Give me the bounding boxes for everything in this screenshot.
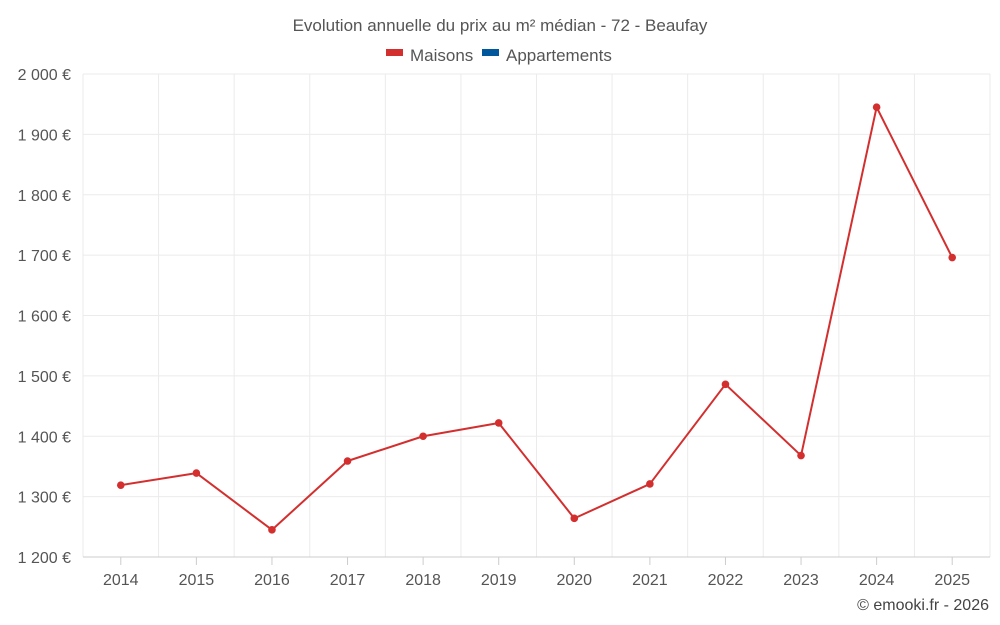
x-tick-label: 2016	[254, 572, 290, 589]
legend-item-maisons[interactable]: Maisons	[386, 46, 473, 65]
credit-text: © emooki.fr - 2026	[857, 597, 989, 614]
series-group	[116, 103, 957, 534]
x-tick-label: 2021	[632, 572, 668, 589]
chart-title: Evolution annuelle du prix au m² médian …	[293, 16, 708, 35]
data-point[interactable]	[872, 103, 881, 112]
data-point[interactable]	[268, 526, 276, 534]
x-tick-label: 2018	[405, 572, 441, 589]
x-tick-label: 2025	[934, 572, 970, 589]
x-tick-label: 2017	[330, 572, 366, 589]
x-tick-label: 2023	[783, 572, 819, 589]
y-axis: 1 200 € 1 300 € 1 400 € 1 500 € 1 600 € 1 700…	[18, 67, 71, 567]
y-tick-label: 1 200 €	[18, 550, 71, 567]
x-tick-label: 2022	[708, 572, 744, 589]
x-tick-label: 2020	[556, 572, 592, 589]
data-point[interactable]	[646, 480, 654, 488]
x-tick-label: 2015	[179, 572, 215, 589]
data-point[interactable]	[419, 432, 427, 441]
legend-label: Maisons	[410, 46, 473, 65]
y-tick-label: 1 800 €	[18, 188, 71, 205]
data-point[interactable]	[570, 514, 579, 523]
y-tick-label: 1 500 €	[18, 369, 71, 386]
legend-label: Appartements	[506, 46, 612, 65]
data-point[interactable]	[192, 469, 201, 477]
x-tick-label: 2024	[859, 572, 895, 589]
legend[interactable]: Maisons Appartements	[386, 46, 612, 65]
x-axis: 2014 2015 2016 2017 2018 2019 2020 2021 2022 2023…	[83, 556, 990, 589]
data-point[interactable]	[343, 457, 352, 465]
data-point[interactable]	[797, 451, 805, 460]
y-tick-label: 2 000 €	[18, 67, 71, 84]
y-tick-label: 1 600 €	[18, 309, 71, 326]
x-tick-label: 2014	[103, 572, 139, 589]
y-tick-label: 1 900 €	[18, 127, 71, 144]
series-line-maisons	[120, 106, 954, 531]
legend-swatch	[482, 49, 499, 56]
grid	[82, 73, 991, 557]
y-tick-label: 1 300 €	[18, 490, 71, 507]
data-point[interactable]	[948, 253, 957, 262]
legend-swatch	[386, 49, 403, 56]
data-point[interactable]	[494, 419, 503, 427]
data-point[interactable]	[116, 481, 125, 489]
x-tick-label: 2019	[481, 572, 517, 589]
legend-item-appartements[interactable]: Appartements	[482, 46, 612, 65]
y-tick-label: 1 700 €	[18, 248, 71, 265]
data-point[interactable]	[721, 380, 730, 389]
y-tick-label: 1 400 €	[18, 429, 71, 446]
